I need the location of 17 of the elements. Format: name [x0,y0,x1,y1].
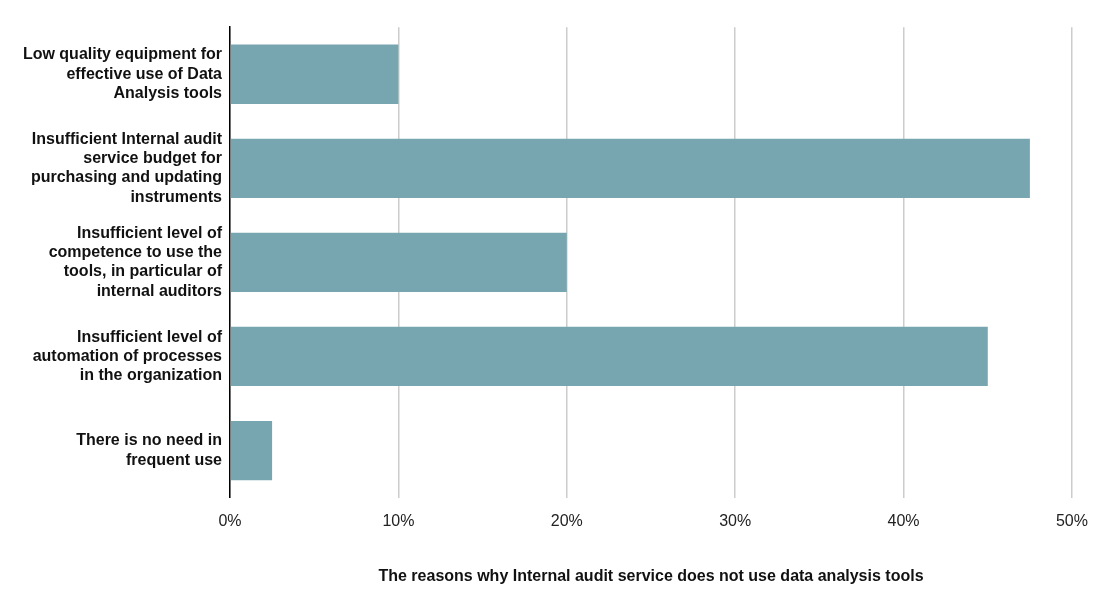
bar [230,44,399,104]
y-tick-label: There is no need in frequent use [76,431,223,468]
bar [230,326,988,387]
bar [230,138,1030,198]
y-tick-label: Insufficient level of competence to use the tools, in particular of internal auditors [48,224,223,299]
y-tick-label: Insufficient Internal audit service budget for purchasing and updating instruments [30,129,223,205]
y-tick-label: Insufficient level of automation of processes in the organization [32,327,223,384]
x-axis-title: The reasons why Internal audit service does not use data analysis tools [378,566,924,584]
x-tick-label: 10% [382,511,415,529]
x-tick-label: 20% [550,511,583,529]
y-tick-label: Low quality equipment for effective use of Data Analysis tools [22,45,223,101]
x-tick-label: 0% [218,511,242,529]
x-tick-label: 30% [719,511,752,529]
bar [230,420,273,481]
x-tick-label: 40% [887,511,920,529]
bar [230,232,567,293]
x-tick-label: 50% [1055,511,1088,529]
